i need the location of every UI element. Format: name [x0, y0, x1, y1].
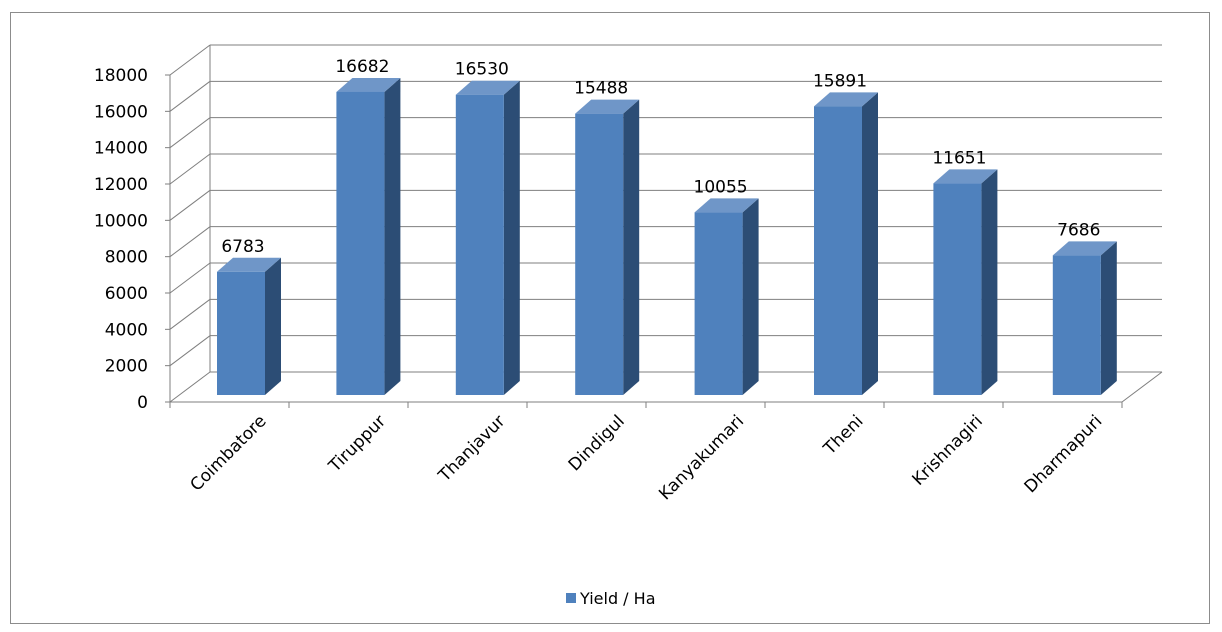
bar-front-face	[336, 91, 385, 395]
x-category-label: Dharmapuri	[1021, 411, 1107, 497]
x-axis-labels: Coimbatore Tiruppur Thanjavur Dindigul Kanya…	[186, 411, 1106, 504]
bar-dharmapuri	[1052, 241, 1117, 395]
data-label: 16682	[335, 57, 389, 77]
data-label: 7686	[1057, 220, 1100, 240]
x-category-label: Krishnagiri	[909, 411, 987, 489]
y-tick-label: 4000	[105, 320, 148, 340]
y-axis: 0 2000 4000 6000 8000 10000 12000 14000 16000 180…	[94, 45, 1123, 413]
bar-top-face	[336, 77, 401, 92]
x-category-label: Kanyakumari	[655, 411, 748, 504]
bar-front-face	[455, 94, 504, 395]
legend: Yield / Ha	[566, 589, 656, 608]
bar-front-face	[217, 271, 265, 395]
bar-top-face	[217, 257, 281, 272]
gridline-depth	[169, 262, 211, 294]
bar-krishnagiri	[933, 169, 998, 395]
bar-tiruppur	[336, 77, 401, 395]
x-category-label: Coimbatore	[186, 411, 270, 495]
gridline-depth	[169, 117, 211, 149]
gridline-depth	[169, 335, 211, 367]
data-label: 16530	[455, 60, 509, 80]
bar-dindigul	[575, 99, 640, 395]
gridline-depth	[169, 44, 211, 76]
y-tick-label: 0	[137, 393, 148, 413]
bar-front-face	[933, 183, 982, 395]
gridline-depth	[169, 189, 211, 221]
bar-side-face	[1100, 241, 1117, 395]
bar-top-face	[1052, 241, 1117, 256]
bars	[217, 77, 1117, 395]
y-tick-label: 10000	[94, 211, 148, 231]
gridline-depth	[169, 371, 211, 403]
data-label: 15891	[813, 71, 867, 91]
legend-swatch	[566, 593, 576, 603]
bar-side-face	[384, 77, 401, 395]
data-label: 10055	[694, 177, 748, 197]
bar-side-face	[981, 169, 998, 395]
data-label: 15488	[574, 79, 628, 99]
bar-side-face	[503, 80, 520, 395]
x-category-label: Theni	[819, 411, 867, 459]
bar-front-face	[575, 113, 624, 395]
bar-top-face	[694, 198, 759, 213]
y-tick-label: 18000	[94, 66, 148, 86]
gridline-depth	[169, 153, 211, 185]
y-tick-label: 14000	[94, 139, 148, 159]
legend-label: Yield / Ha	[579, 589, 656, 608]
gridline-depth	[169, 226, 211, 258]
bar-side-face	[742, 198, 759, 395]
bar-side-face	[623, 99, 640, 395]
x-category-label: Dindigul	[565, 411, 629, 475]
y-tick-label: 2000	[105, 357, 148, 377]
bar-coimbatore	[217, 257, 281, 395]
data-label: 6783	[221, 237, 264, 257]
bar-side-face	[265, 257, 281, 395]
bar-top-face	[933, 169, 998, 184]
x-category-label: Thanjavur	[434, 411, 509, 486]
floor-right-edge	[1121, 371, 1163, 403]
y-tick-label: 16000	[94, 102, 148, 122]
data-labels: 6783 16682 16530 15488 10055 15891 11651 7686	[221, 57, 1100, 257]
bar-side-face	[862, 92, 878, 395]
bar-top-face	[575, 99, 640, 114]
bar-top-face	[455, 80, 520, 95]
bar-front-face	[1052, 255, 1101, 395]
gridline-depth	[169, 80, 211, 112]
y-tick-label: 6000	[105, 284, 148, 304]
bar-front-face	[814, 106, 862, 395]
data-label: 11651	[932, 148, 986, 168]
gridlines	[169, 44, 1163, 403]
bar-top-face	[814, 92, 878, 107]
y-tick-label: 8000	[105, 248, 148, 268]
bar-kanyakumari	[694, 198, 759, 395]
x-category-label: Tiruppur	[324, 411, 390, 477]
y-tick-label: 12000	[94, 175, 148, 195]
bar-front-face	[694, 212, 743, 395]
bar-thanjavur	[455, 80, 520, 395]
gridline-depth	[169, 298, 211, 330]
bar-theni	[814, 92, 878, 395]
